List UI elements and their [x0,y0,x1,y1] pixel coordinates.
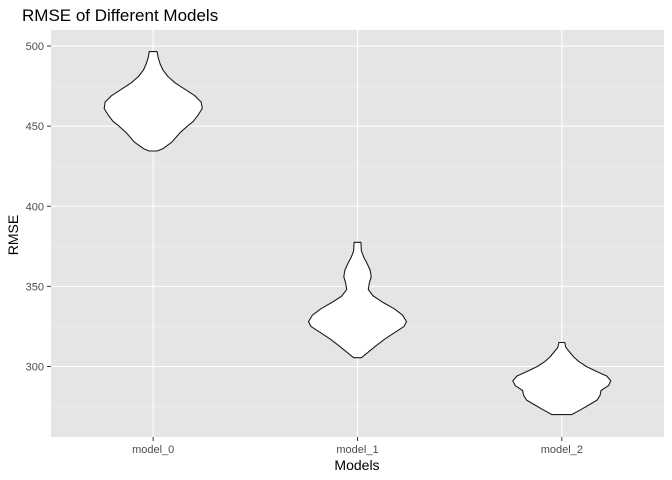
violin-model_0 [103,51,203,152]
chart-title: RMSE of Different Models [22,6,218,25]
y-tick-label: 500 [26,41,44,53]
axes: 300 350 400 450 500 model_0 model_1 model_2 [26,41,583,456]
violin-model_1 [307,241,408,359]
x-tick-label: model_0 [132,444,174,456]
x-tick-label: model_2 [541,444,583,456]
y-tick-label: 300 [26,361,44,373]
y-tick-label: 450 [26,121,44,133]
y-axis-title: RMSE [5,215,21,255]
y-tick-label: 350 [26,281,44,293]
y-tick-label: 400 [26,201,44,213]
x-tick-label: model_1 [336,444,378,456]
x-axis-title: Models [334,457,379,473]
violins [103,51,612,416]
violin-model_2 [512,341,612,416]
